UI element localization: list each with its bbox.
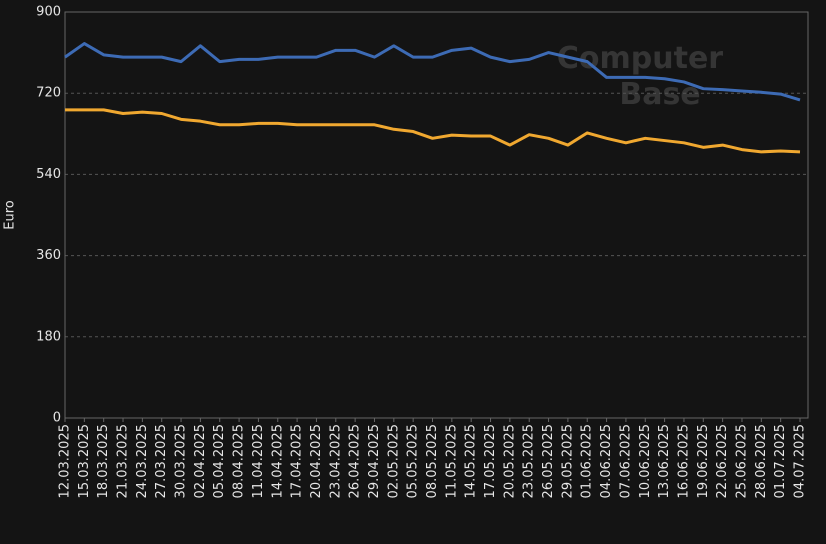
x-tick-label: 01.07.2025 (773, 424, 788, 498)
x-tick-label: 11.04.2025 (251, 424, 266, 498)
x-tick-label: 02.04.2025 (193, 424, 208, 498)
x-tick-label: 17.05.2025 (483, 424, 498, 498)
x-tick-label: 30.03.2025 (174, 424, 189, 498)
x-tick-label: 24.03.2025 (135, 424, 150, 498)
x-tick-label: 17.04.2025 (290, 424, 305, 498)
x-tick-label: 18.03.2025 (96, 424, 111, 498)
x-tick-label: 07.06.2025 (618, 424, 633, 498)
x-tick-label: 23.05.2025 (522, 424, 537, 498)
y-tick-label: 180 (36, 329, 61, 344)
x-tick-label: 20.05.2025 (502, 424, 517, 498)
x-tick-label: 21.03.2025 (116, 424, 131, 498)
x-tick-label: 26.04.2025 (348, 424, 363, 498)
x-tick-label: 10.06.2025 (638, 424, 653, 498)
y-axis-label: Euro (3, 200, 18, 230)
x-tick-label: 08.04.2025 (232, 424, 247, 498)
y-tick-label: 0 (53, 411, 61, 426)
x-tick-label: 15.03.2025 (77, 424, 92, 498)
x-tick-label: 23.04.2025 (328, 424, 343, 498)
x-tick-label: 01.06.2025 (580, 424, 595, 498)
x-tick-label: 05.04.2025 (212, 424, 227, 498)
y-tick-label: 900 (36, 5, 61, 20)
x-tick-label: 13.06.2025 (657, 424, 672, 498)
line (65, 108, 801, 154)
x-tick-label: 25.06.2025 (734, 424, 749, 498)
x-tick-label: 16.06.2025 (676, 424, 691, 498)
x-tick-label: 26.05.2025 (541, 424, 556, 498)
y-tick-label: 540 (36, 167, 61, 182)
x-tick-label: 20.04.2025 (309, 424, 324, 498)
watermark: Computer Base (557, 41, 723, 112)
x-tick-label: 27.03.2025 (154, 424, 169, 498)
x-tick-label: 22.06.2025 (715, 424, 730, 498)
y-tick-label: 720 (36, 86, 61, 101)
x-tick-label: 04.07.2025 (793, 424, 808, 498)
x-tick-label: 19.06.2025 (696, 424, 711, 498)
x-tick-label: 29.04.2025 (367, 424, 382, 498)
y-tick-label: 360 (36, 248, 61, 263)
x-tick-label: 02.05.2025 (386, 424, 401, 498)
x-tick-label: 14.04.2025 (270, 424, 285, 498)
x-tick-label: 28.06.2025 (754, 424, 769, 498)
plot-frame (64, 11, 809, 419)
x-tick-label: 29.05.2025 (560, 424, 575, 498)
watermark-text: Computer (557, 41, 723, 76)
x-tick-label: 14.05.2025 (464, 424, 479, 498)
x-tick-label: 12.03.2025 (58, 424, 73, 498)
x-tick-label: 05.05.2025 (406, 424, 421, 498)
x-tick-label: 11.05.2025 (444, 424, 459, 498)
line (64, 42, 801, 102)
x-tick-label: 04.06.2025 (599, 424, 614, 498)
x-tick-label: 08.05.2025 (425, 424, 440, 498)
